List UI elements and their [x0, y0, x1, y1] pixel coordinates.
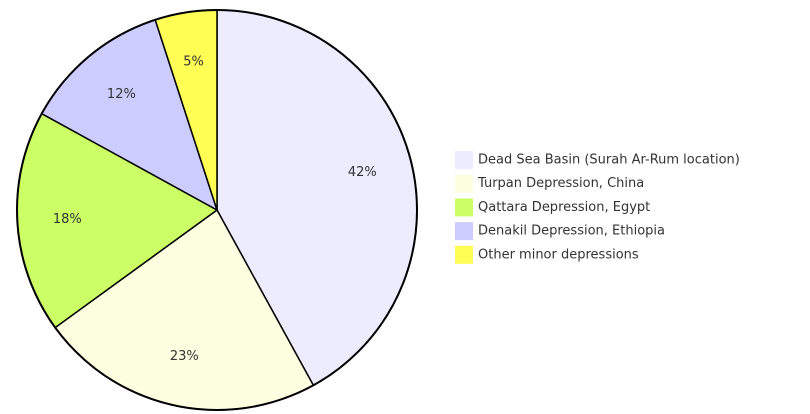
pie-outline	[16, 9, 418, 411]
legend-swatch	[455, 174, 473, 193]
legend-swatch	[455, 222, 473, 241]
slice-label: 12%	[107, 87, 136, 102]
legend-label: Other minor depressions	[478, 247, 639, 262]
slice-label: 42%	[348, 165, 377, 180]
slice-label: 23%	[170, 349, 199, 364]
slice-label: 18%	[53, 212, 82, 227]
legend-label: Qattara Depression, Egypt	[478, 200, 650, 215]
legend-label: Dead Sea Basin (Surah Ar-Rum location)	[478, 153, 740, 168]
legend-label: Turpan Depression, China	[477, 176, 644, 191]
legend-label: Denakil Depression, Ethiopia	[478, 224, 665, 239]
legend-swatch	[455, 245, 473, 264]
slice-label: 5%	[183, 54, 204, 69]
legend-swatch	[455, 151, 473, 169]
legend-swatch	[455, 198, 473, 217]
